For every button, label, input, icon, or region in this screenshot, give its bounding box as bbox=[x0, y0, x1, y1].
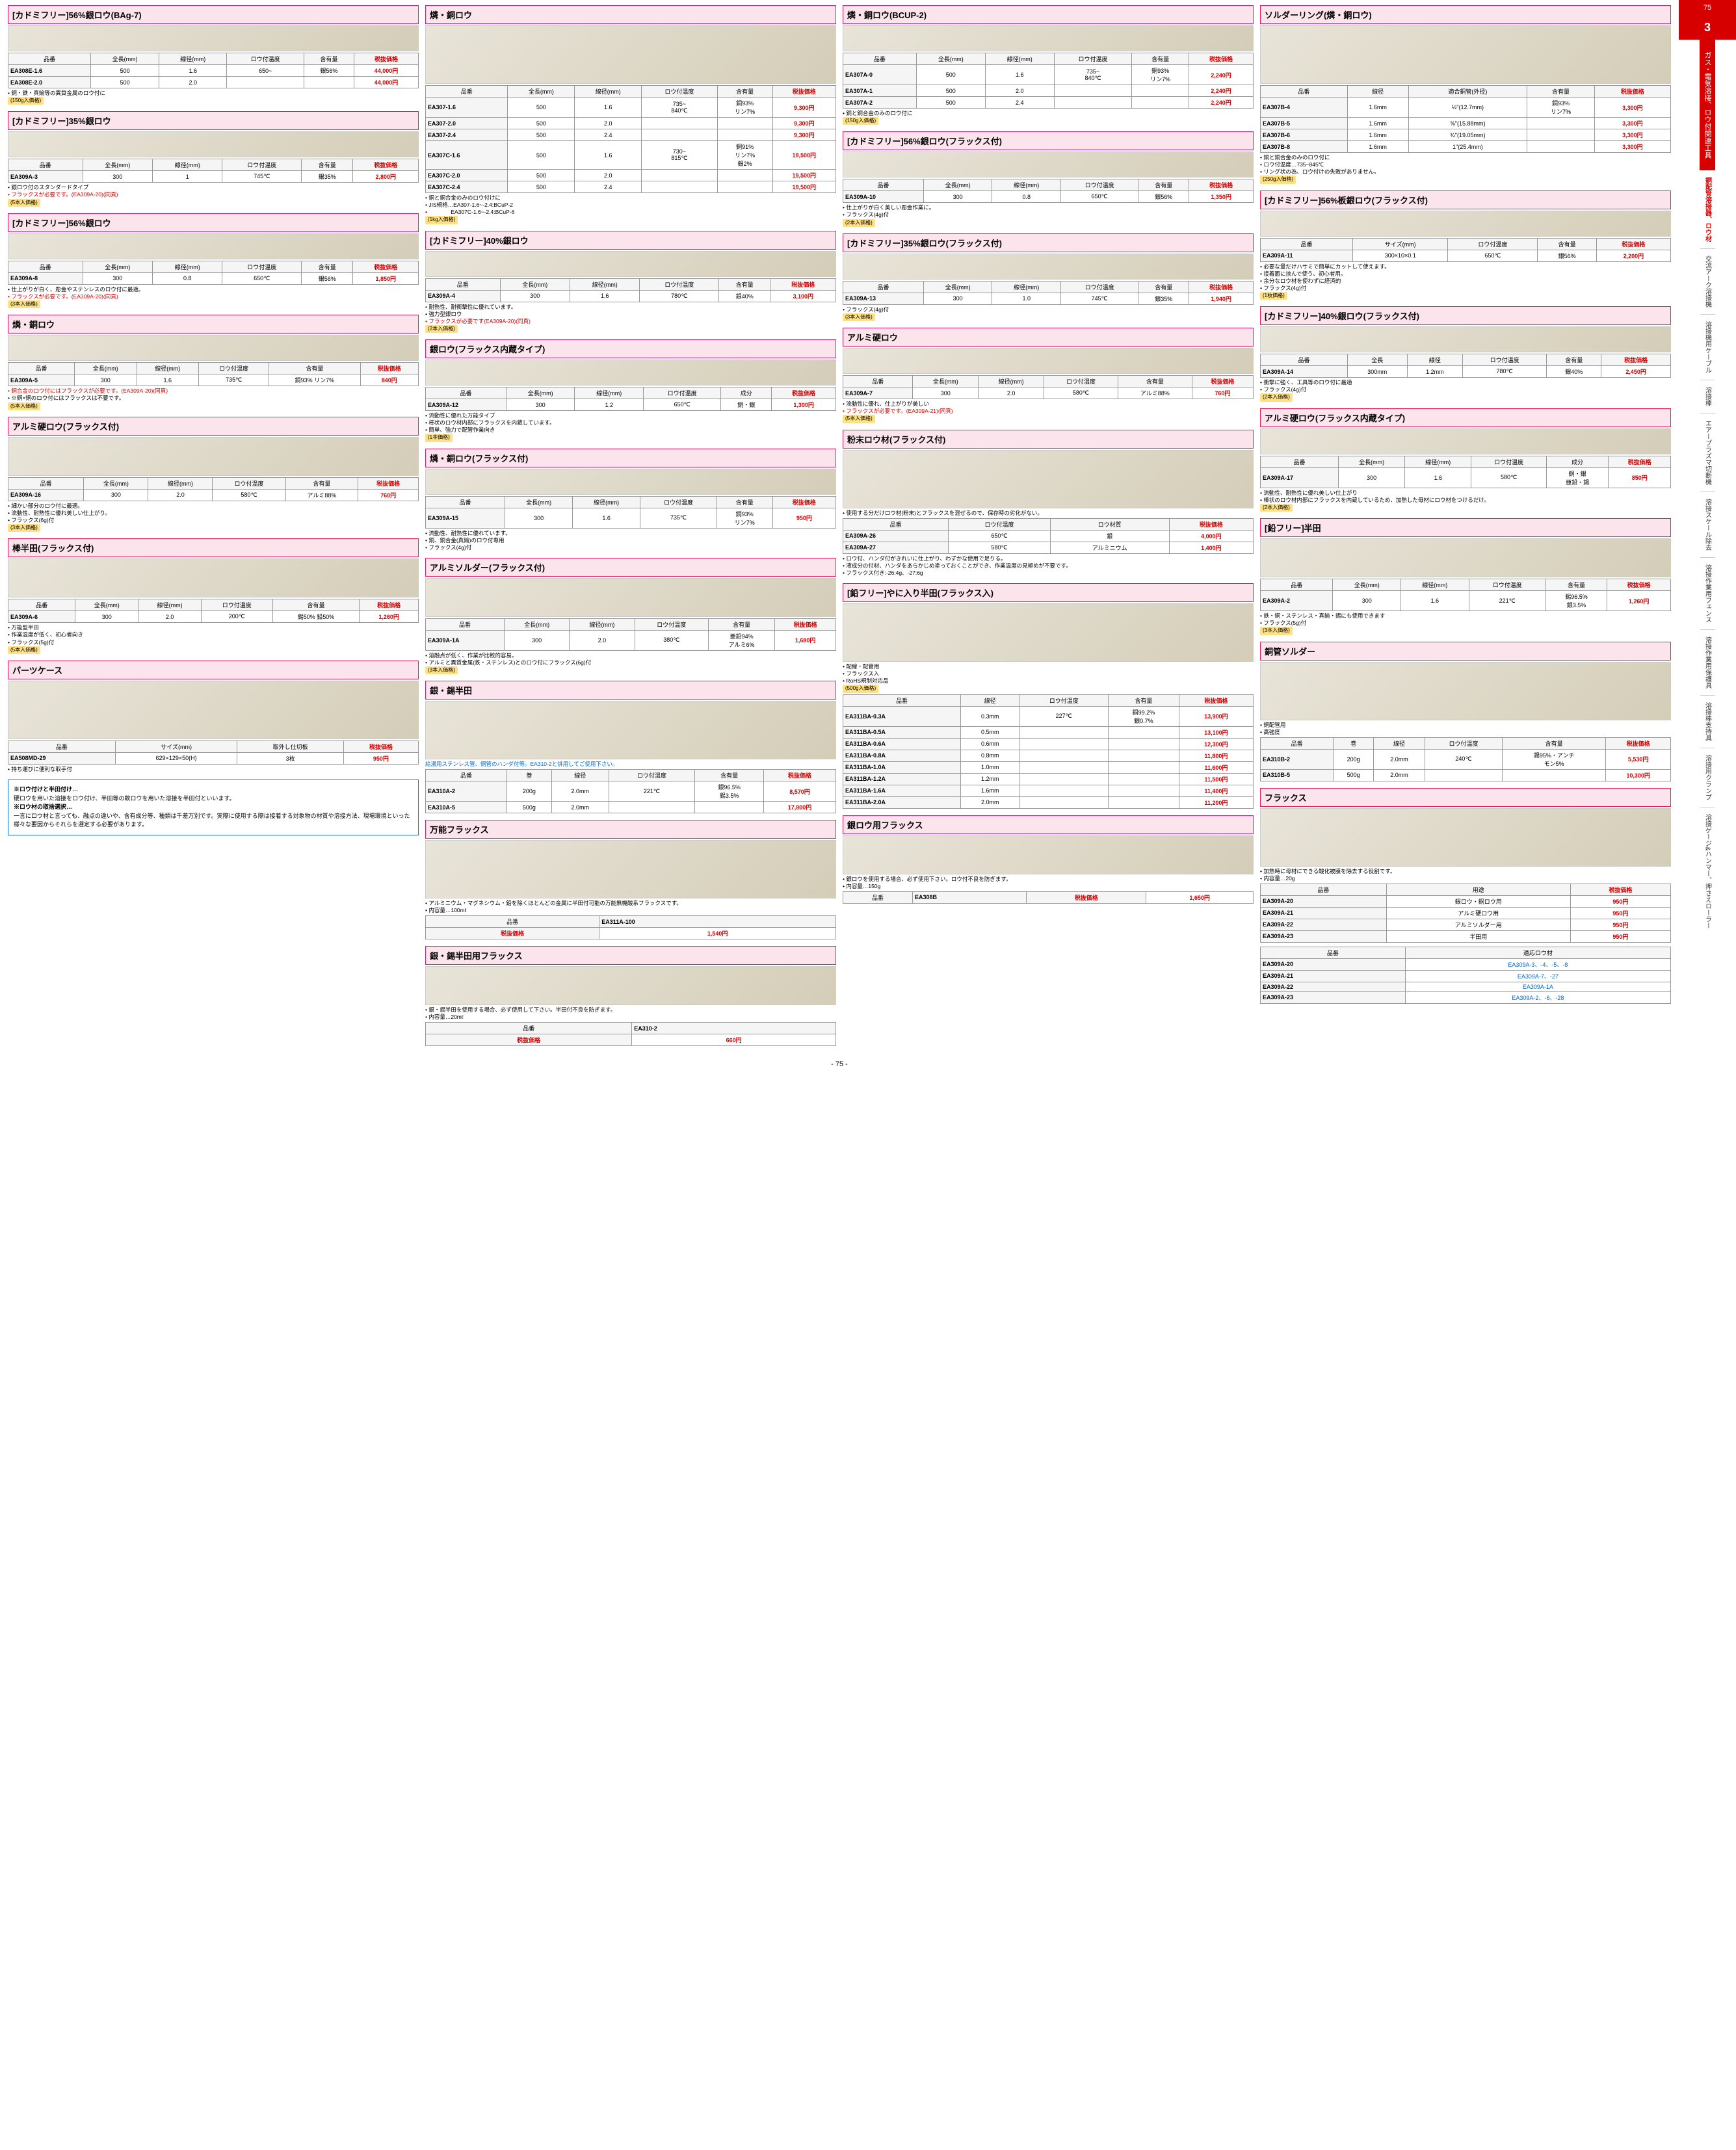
sidebar-sub-category: 銅配管溶接器、ロウ材 bbox=[1700, 170, 1715, 248]
chapter-number: 3 bbox=[1679, 16, 1736, 40]
info-box: ※ロウ付けと半田付け…硬ロウを用いた溶接をロウ付け、半田等の軟ロウを用いた溶接を… bbox=[8, 780, 419, 835]
section-leadfree-resin: [鉛フリー]やに入り半田(フラックス入)• 配線・配管用• フラックス入• Ro… bbox=[843, 583, 1254, 809]
sidebar-item: 溶接機用ケーブル bbox=[1700, 314, 1715, 380]
section-40silver-flux: [カドミフリー]40%銀ロウ(フラックス付)品番全長線径ロウ付温度含有量税抜価格… bbox=[1260, 306, 1671, 401]
section-phoscopper2: 燐・銅ロウ品番全長(mm)線径(mm)ロウ付温度含有量税抜価格EA307-1.6… bbox=[425, 5, 836, 224]
section-56silver: [カドミフリー]56%銀ロウ品番全長(mm)線径(mm)ロウ付温度含有量税抜価格… bbox=[8, 213, 419, 308]
section-flux: フラックス• 加熱時に母材にできる酸化被膜を除去する役割です。• 内容量…20g… bbox=[1260, 788, 1671, 1004]
product-table: 品番全長(mm)線径(mm)ロウ付温度含有量税抜価格EA308E-1.65001… bbox=[8, 53, 419, 88]
section-univflux: 万能フラックス• アルミニウム・マグネシウム・鉛を除くほとんどの金属に半田付可能… bbox=[425, 820, 836, 939]
section-phoscopper: 燐・銅ロウ品番全長(mm)線径(mm)ロウ付温度含有量税抜価格EA309A-53… bbox=[8, 315, 419, 410]
section-silverflux-builtin: 銀ロウ(フラックス内蔵タイプ)品番全長(mm)線径(mm)ロウ付温度成分税抜価格… bbox=[425, 339, 836, 442]
sidebar-item: 溶接用クランプ bbox=[1700, 748, 1715, 807]
sidebar-item: 交流アーク溶接機 bbox=[1700, 248, 1715, 314]
section-coppersolder: 銅管ソルダー• 銅配管用• 高強度品番巻線径ロウ付温度含有量税抜価格EA310B… bbox=[1260, 642, 1671, 781]
section-alusolder: アルミソルダー(フラックス付)品番全長(mm)線径(mm)ロウ付温度含有量税抜価… bbox=[425, 558, 836, 674]
section-56silver-flux: [カドミフリー]56%銀ロウ(フラックス付)品番全長(mm)線径(mm)ロウ付温… bbox=[843, 131, 1254, 226]
section-phoscopper-flux: 燐・銅ロウ(フラックス付)品番全長(mm)線径(mm)ロウ付温度含有量税抜価格E… bbox=[425, 449, 836, 551]
note: • 銅・鉄・真鍮等の異質金属のロウ付に(150g入価格) bbox=[8, 90, 419, 105]
sidebar-item: 溶接スケール除去 bbox=[1700, 492, 1715, 557]
sidebar-item: 溶接作業用フェンス bbox=[1700, 557, 1715, 629]
section-silverflux-liquid: 銀ロウ用フラックス• 銀ロウを使用する場合、必ず使用下さい。ロウ付不良を防ぎます… bbox=[843, 815, 1254, 904]
product-image bbox=[8, 25, 419, 51]
section-aluhard-builtin: アルミ硬ロウ(フラックス内蔵タイプ)品番全長(mm)線径(mm)ロウ付温度成分税… bbox=[1260, 408, 1671, 512]
section-bag7: [カドミフリー]56%銀ロウ(BAg-7) 品番全長(mm)線径(mm)ロウ付温度… bbox=[8, 5, 419, 105]
page-number: 75 bbox=[1679, 0, 1736, 16]
sidebar-item: 溶接ゲージ&ハンマー、押さえローラー bbox=[1700, 807, 1715, 936]
sidebar-item: エアープラズマ切断機 bbox=[1700, 413, 1715, 492]
footer-page-number: - 75 - bbox=[8, 1053, 1671, 1076]
section-aluhard: アルミ硬ロウ品番全長(mm)線径(mm)ロウ付温度含有量税抜価格EA309A-7… bbox=[843, 328, 1254, 423]
section-40silver: [カドミフリー]40%銀ロウ品番全長(mm)線径(mm)ロウ付温度含有量税抜価格… bbox=[425, 231, 836, 334]
section-35silver: [カドミフリー]35%銀ロウ品番全長(mm)線径(mm)ロウ付温度含有量税抜価格… bbox=[8, 111, 419, 206]
sidebar-item: 溶接作業用保護具 bbox=[1700, 629, 1715, 695]
section-bcup2: 燐・銅ロウ(BCUP-2)品番全長(mm)線径(mm)ロウ付温度含有量税抜価格E… bbox=[843, 5, 1254, 125]
section-solderring: ソルダーリング(燐・銅ロウ)品番線径適合銅管(外径)含有量税抜価格EA307B-… bbox=[1260, 5, 1671, 184]
section-powder: 粉末ロウ材(フラックス付)• 使用する分だけロウ材(粉末)とフラックスを混ぜるの… bbox=[843, 430, 1254, 577]
section-56platesilver: [カドミフリー]56%板銀ロウ(フラックス付)品番サイズ(mm)ロウ付温度含有量… bbox=[1260, 190, 1671, 300]
section-leadfree: [鉛フリー]半田品番全長(mm)線径(mm)ロウ付温度含有量税抜価格EA309A… bbox=[1260, 518, 1671, 635]
section-barsolder: 棒半田(フラックス付)品番全長(mm)線径(mm)ロウ付温度含有量税抜価格EA3… bbox=[8, 538, 419, 654]
sidebar-main-category: ガス・電気溶接、ロウ付関連工具 bbox=[1700, 40, 1715, 170]
section-aluhard-flux: アルミ硬ロウ(フラックス付)品番全長(mm)線径(mm)ロウ付温度含有量税抜価格… bbox=[8, 417, 419, 532]
sidebar: 75 3 ガス・電気溶接、ロウ付関連工具 銅配管溶接器、ロウ材 交流アーク溶接機… bbox=[1679, 0, 1736, 1081]
notes2: • ロウ付、ハンダ付がきれいに仕上がり、わずかな使用で足りる。• 液成分の付材、… bbox=[843, 555, 1254, 577]
sidebar-item: 溶接棒 bbox=[1700, 380, 1715, 413]
section-partscase: パーツケース品番サイズ(mm)取外し仕切板税抜価格EA508MD-29629×1… bbox=[8, 661, 419, 773]
section-title: [カドミフリー]56%銀ロウ(BAg-7) bbox=[8, 5, 419, 24]
sidebar-item: 溶接棒支持具 bbox=[1700, 695, 1715, 748]
compat-table: 品番適応ロウ材EA309A-20EA309A-3、-4、-5、-8EA309A-… bbox=[1260, 947, 1671, 1004]
section-silvertinflux: 銀・錫半田用フラックス• 銀・錫半田を使用する場合、必ず使用して下さい。半田付不… bbox=[425, 946, 836, 1046]
sidebar-items: 交流アーク溶接機溶接機用ケーブル溶接棒エアープラズマ切断機溶接スケール除去溶接作… bbox=[1679, 248, 1736, 936]
section-35silver-flux: [カドミフリー]35%銀ロウ(フラックス付)品番全長(mm)線径(mm)ロウ付温… bbox=[843, 233, 1254, 321]
section-silvertin: 銀・錫半田給湯用ステンレス管、銅管のハンダ付等。EA310-2と併用してご使用下… bbox=[425, 681, 836, 813]
